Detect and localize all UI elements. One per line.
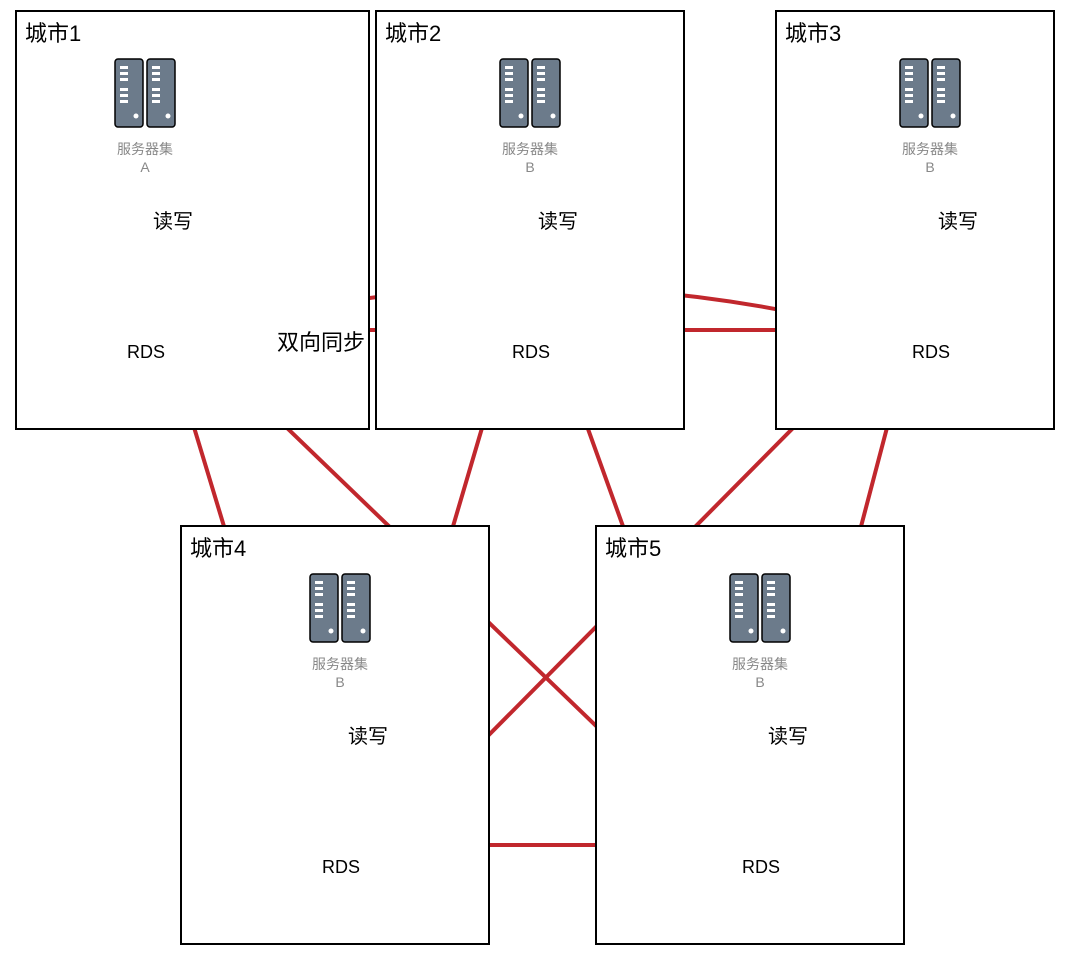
server-icon: [341, 573, 371, 648]
city-title: 城市2: [385, 16, 441, 48]
server-cluster-label: 服务器集B: [899, 139, 961, 175]
server-cluster: 服务器集B: [899, 58, 961, 175]
rds-label: RDS: [742, 857, 780, 878]
server-icon: [899, 58, 929, 133]
server-cluster-label: 服务器集B: [309, 654, 371, 690]
city-title: 城市5: [605, 531, 661, 563]
readwrite-label: 读写: [153, 205, 193, 234]
rds-label: RDS: [322, 857, 360, 878]
city-title: 城市1: [25, 16, 81, 48]
rds-label: RDS: [127, 342, 165, 363]
server-cluster: 服务器集A: [114, 58, 176, 175]
readwrite-label: 读写: [348, 720, 388, 749]
server-pair: [114, 58, 176, 133]
server-cluster-label: 服务器集B: [729, 654, 791, 690]
server-pair: [499, 58, 561, 133]
server-icon: [729, 573, 759, 648]
diagram-canvas: 城市1 服务器集A 读写 RDS 城市2: [0, 0, 1076, 956]
server-pair: [899, 58, 961, 133]
server-pair: [309, 573, 371, 648]
readwrite-label: 读写: [938, 205, 978, 234]
readwrite-label: 读写: [538, 205, 578, 234]
server-cluster: 服务器集B: [729, 573, 791, 690]
rds-label: RDS: [912, 342, 950, 363]
server-icon: [531, 58, 561, 133]
server-cluster-label: 服务器集B: [499, 139, 561, 175]
server-icon: [931, 58, 961, 133]
server-icon: [309, 573, 339, 648]
server-icon: [114, 58, 144, 133]
server-icon: [761, 573, 791, 648]
city-title: 城市3: [785, 16, 841, 48]
server-icon: [499, 58, 529, 133]
server-cluster-label: 服务器集A: [114, 139, 176, 175]
server-pair: [729, 573, 791, 648]
city-title: 城市4: [190, 531, 246, 563]
rds-label: RDS: [512, 342, 550, 363]
sync-label: 双向同步: [277, 325, 365, 357]
server-cluster: 服务器集B: [309, 573, 371, 690]
readwrite-label: 读写: [768, 720, 808, 749]
server-icon: [146, 58, 176, 133]
server-cluster: 服务器集B: [499, 58, 561, 175]
